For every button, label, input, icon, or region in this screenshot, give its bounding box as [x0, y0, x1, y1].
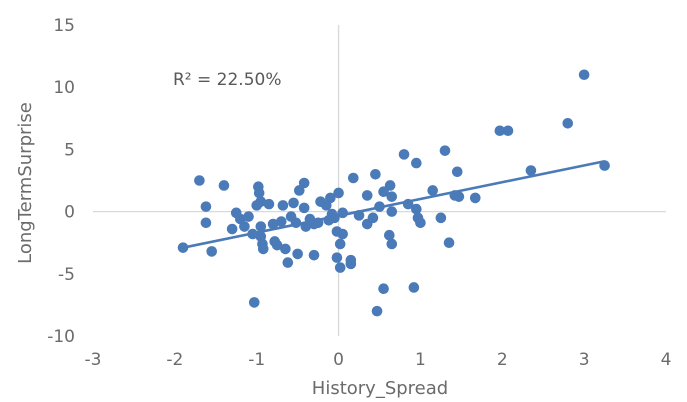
y-tick-label: 15 [53, 16, 75, 36]
data-point [411, 157, 422, 169]
data-point [562, 117, 574, 129]
data-point [386, 238, 398, 250]
data-point [255, 196, 267, 207]
data-point [292, 248, 303, 260]
trendline-group [182, 159, 605, 249]
data-point [288, 197, 299, 209]
data-point [411, 203, 422, 215]
x-tick-labels: -3 -2 -1 0 1 2 3 4 [85, 350, 672, 370]
data-point [334, 262, 346, 273]
data-point [386, 191, 398, 202]
x-tick-label: 3 [579, 350, 590, 370]
x-tick-label: -2 [166, 350, 183, 370]
data-point [298, 177, 310, 189]
data-point [293, 185, 305, 196]
data-point [525, 165, 537, 176]
data-point [337, 228, 348, 240]
data-point [243, 211, 254, 222]
data-point [271, 239, 283, 251]
data-point [494, 125, 506, 137]
data-point [218, 180, 230, 191]
data-point [333, 187, 344, 199]
data-point [398, 149, 410, 160]
data-point [435, 212, 447, 224]
data-point [239, 221, 250, 232]
y-tick-label: 10 [53, 78, 75, 98]
data-point [384, 229, 395, 241]
data-point [345, 258, 357, 270]
data-point [267, 218, 279, 230]
data-point [308, 249, 320, 261]
y-tick-label: 0 [64, 203, 75, 223]
data-point [282, 257, 294, 268]
y-tick-label: 5 [64, 140, 75, 160]
data-point [439, 145, 451, 156]
data-point [280, 243, 291, 255]
data-point [378, 186, 389, 197]
x-tick-label: 1 [415, 350, 426, 370]
data-point [427, 185, 439, 196]
data-point [378, 283, 389, 295]
data-point [331, 252, 343, 263]
y-tick-label: -5 [58, 265, 75, 285]
x-tick-label: 2 [497, 350, 508, 370]
data-point [502, 125, 514, 137]
data-point [206, 246, 217, 257]
x-tick-label: -3 [85, 350, 102, 370]
x-tick-label: 0 [333, 350, 344, 370]
data-point [370, 168, 381, 180]
trendline [182, 159, 605, 249]
data-point [453, 191, 465, 202]
y-tick-labels: -10 -5 0 5 10 15 [47, 16, 75, 347]
data-point [408, 282, 420, 293]
data-point [361, 190, 373, 201]
data-point [226, 223, 238, 235]
r-squared-annotation: R² = 22.50% [173, 70, 282, 90]
data-point [348, 172, 359, 184]
data-point [263, 198, 275, 210]
data-point [578, 69, 590, 81]
data-point [255, 221, 267, 232]
data-point [469, 192, 481, 204]
data-point [200, 201, 212, 212]
data-point [200, 217, 212, 229]
data-point [334, 238, 346, 250]
data-point [386, 206, 398, 217]
data-point [361, 218, 373, 230]
data-point [275, 216, 287, 227]
x-tick-label: -1 [248, 350, 265, 370]
y-tick-label: -10 [47, 327, 75, 347]
data-point [451, 166, 463, 178]
data-points [177, 69, 610, 317]
data-point [415, 217, 426, 229]
data-point [298, 202, 310, 214]
data-point [277, 200, 289, 211]
data-point [257, 243, 269, 255]
data-point [443, 237, 455, 248]
x-axis-title: History_Spread [312, 378, 448, 399]
data-point [253, 187, 265, 199]
data-point [320, 200, 332, 211]
y-axis-title: LongTermSurprise [15, 102, 36, 264]
data-point [248, 297, 260, 308]
x-tick-label: 4 [661, 350, 672, 370]
data-point [371, 305, 383, 317]
data-point [194, 175, 205, 186]
